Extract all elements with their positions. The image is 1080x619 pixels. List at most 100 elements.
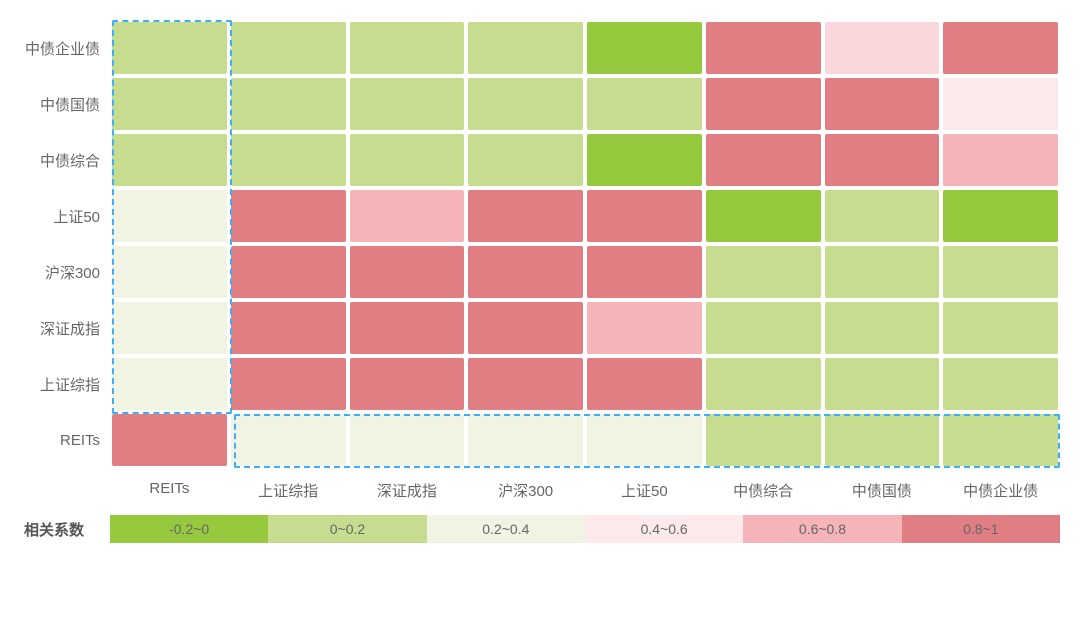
heatmap-cell: [350, 190, 465, 242]
heatmap-row: 上证综指: [20, 356, 1060, 412]
heatmap-cell: [825, 22, 940, 74]
heatmap-cell: [706, 134, 821, 186]
heatmap-cell: [112, 78, 227, 130]
heatmap-cell: [943, 22, 1058, 74]
y-axis-label: 深证成指: [20, 300, 110, 356]
heatmap-row: 深证成指: [20, 300, 1060, 356]
heatmap-cell: [468, 358, 583, 410]
heatmap-cell: [825, 246, 940, 298]
heatmap-cell: [587, 414, 702, 466]
heatmap-cell: [112, 22, 227, 74]
heatmap-row: 上证50: [20, 188, 1060, 244]
heatmap-cell: [468, 134, 583, 186]
heatmap-cell: [231, 190, 346, 242]
heatmap-cell: [231, 78, 346, 130]
heatmap-cell: [112, 246, 227, 298]
heatmap-cell: [112, 414, 227, 466]
heatmap-cell: [587, 78, 702, 130]
heatmap-cell: [825, 134, 940, 186]
heatmap-cell: [468, 414, 583, 466]
heatmap-cell: [350, 302, 465, 354]
heatmap-cell: [825, 414, 940, 466]
x-axis: REITs上证综指深证成指沪深300上证50中债综合中债国债中债企业债: [20, 476, 1060, 505]
heatmap-cell: [231, 22, 346, 74]
heatmap-cell: [468, 190, 583, 242]
heatmap-cell: [587, 22, 702, 74]
x-axis-label: 上证50: [585, 476, 704, 505]
heatmap-cell: [943, 358, 1058, 410]
heatmap-cell: [231, 134, 346, 186]
x-axis-label: 深证成指: [348, 476, 467, 505]
heatmap-cell: [943, 246, 1058, 298]
heatmap-cell: [943, 414, 1058, 466]
heatmap-cell: [943, 134, 1058, 186]
heatmap-cell: [468, 246, 583, 298]
heatmap-cell: [825, 78, 940, 130]
x-axis-label: 上证综指: [229, 476, 348, 505]
heatmap-cell: [112, 134, 227, 186]
heatmap-row: 中债综合: [20, 132, 1060, 188]
legend-swatch: 0.2~0.4: [427, 515, 585, 543]
heatmap-cell: [587, 302, 702, 354]
heatmap-grid: 中债企业债中债国债中债综合上证50沪深300深证成指上证综指REITs: [20, 20, 1060, 468]
heatmap-row: 中债企业债: [20, 20, 1060, 76]
heatmap-cell: [350, 358, 465, 410]
heatmap-cell: [587, 190, 702, 242]
heatmap-cell: [587, 134, 702, 186]
heatmap-cell: [112, 302, 227, 354]
heatmap-cell: [706, 246, 821, 298]
heatmap-cell: [350, 22, 465, 74]
heatmap-cell: [706, 414, 821, 466]
y-axis-label: REITs: [20, 412, 110, 468]
heatmap-cell: [587, 246, 702, 298]
heatmap-cell: [943, 78, 1058, 130]
x-axis-label: 中债综合: [704, 476, 823, 505]
x-axis-spacer: [20, 476, 110, 505]
heatmap-cell: [706, 190, 821, 242]
heatmap-cell: [468, 78, 583, 130]
y-axis-label: 上证50: [20, 188, 110, 244]
x-axis-label: 沪深300: [466, 476, 585, 505]
legend-swatch: 0~0.2: [268, 515, 426, 543]
heatmap-cell: [231, 414, 346, 466]
heatmap-cell: [825, 358, 940, 410]
y-axis-label: 中债企业债: [20, 20, 110, 76]
heatmap-cell: [231, 302, 346, 354]
legend-swatch: 0.6~0.8: [743, 515, 901, 543]
heatmap-cell: [350, 78, 465, 130]
legend-swatch: -0.2~0: [110, 515, 268, 543]
heatmap-cell: [112, 190, 227, 242]
heatmap-cell: [350, 246, 465, 298]
heatmap-row: 中债国债: [20, 76, 1060, 132]
x-axis-label: 中债企业债: [941, 476, 1060, 505]
y-axis-label: 沪深300: [20, 244, 110, 300]
heatmap-cell: [825, 190, 940, 242]
heatmap-row: 沪深300: [20, 244, 1060, 300]
heatmap-row: REITs: [20, 412, 1060, 468]
x-axis-label: 中债国债: [823, 476, 942, 505]
heatmap-cell: [706, 302, 821, 354]
heatmap-cell: [231, 246, 346, 298]
heatmap-cell: [112, 358, 227, 410]
heatmap-cell: [706, 22, 821, 74]
heatmap-cell: [350, 134, 465, 186]
heatmap-cell: [468, 22, 583, 74]
heatmap-cell: [943, 190, 1058, 242]
y-axis-label: 中债国债: [20, 76, 110, 132]
heatmap-cell: [350, 414, 465, 466]
heatmap-cell: [706, 78, 821, 130]
y-axis-label: 上证综指: [20, 356, 110, 412]
legend: 相关系数 -0.2~00~0.20.2~0.40.4~0.60.6~0.80.8…: [20, 515, 1060, 543]
heatmap-cell: [943, 302, 1058, 354]
heatmap-cell: [587, 358, 702, 410]
legend-title: 相关系数: [20, 515, 110, 543]
heatmap-cell: [468, 302, 583, 354]
legend-swatch: 0.4~0.6: [585, 515, 743, 543]
heatmap-cell: [825, 302, 940, 354]
heatmap-cell: [706, 358, 821, 410]
heatmap-cell: [231, 358, 346, 410]
legend-swatch: 0.8~1: [902, 515, 1060, 543]
correlation-heatmap-chart: 中债企业债中债国债中债综合上证50沪深300深证成指上证综指REITs REIT…: [20, 20, 1060, 543]
x-axis-label: REITs: [110, 476, 229, 505]
y-axis-label: 中债综合: [20, 132, 110, 188]
